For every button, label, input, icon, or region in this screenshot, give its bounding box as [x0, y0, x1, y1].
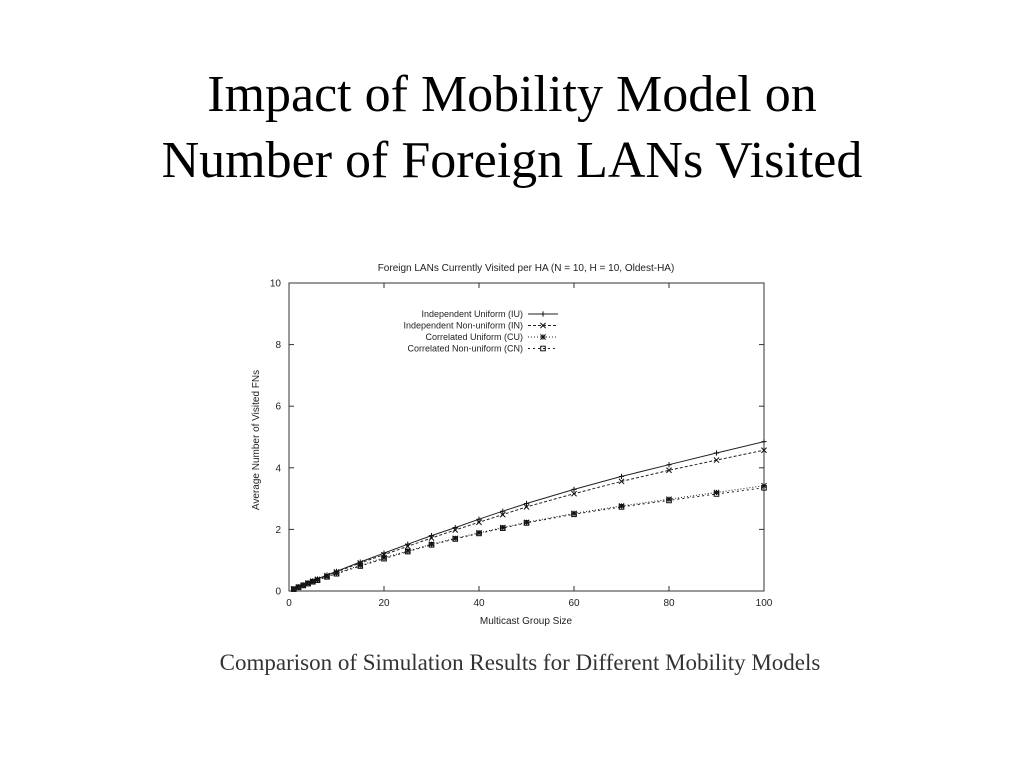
data-point	[571, 511, 577, 518]
data-point	[499, 511, 506, 518]
chart-series	[290, 439, 767, 593]
data-point	[713, 450, 720, 456]
data-point	[500, 508, 506, 514]
data-point	[428, 532, 435, 539]
legend-label: Correlated Non-uniform (CN)	[407, 344, 523, 354]
data-point	[666, 497, 672, 504]
legend-marker	[540, 322, 546, 329]
slide-title-line-1: Impact of Mobility Model on	[207, 66, 817, 123]
legend-item: Correlated Uniform (CU)	[425, 332, 558, 342]
data-point	[452, 536, 459, 542]
data-point	[618, 473, 625, 480]
data-point	[666, 467, 672, 474]
slide-title: Impact of Mobility Model on Number of Fo…	[0, 62, 1024, 194]
data-point	[713, 457, 720, 464]
x-tick-label: 80	[663, 598, 675, 609]
y-tick-label: 2	[275, 525, 281, 536]
data-point	[499, 525, 506, 531]
plot-frame	[288, 282, 765, 592]
data-point	[452, 524, 458, 531]
data-point	[761, 485, 767, 491]
series-line	[293, 485, 765, 590]
x-tick-label: 40	[473, 598, 485, 609]
legend-label: Independent Uniform (IU)	[421, 309, 523, 319]
data-point	[428, 542, 435, 548]
data-point	[452, 527, 459, 533]
chart-svg: Foreign LANs Currently Visited per HA (N…	[251, 263, 773, 627]
legend-label: Correlated Uniform (CU)	[425, 332, 523, 342]
data-point	[523, 503, 530, 510]
chart-axes: 0 20 40 60 80 100 0 2 4 6 8 10	[270, 279, 773, 610]
data-point	[618, 504, 625, 510]
data-point	[476, 516, 482, 522]
y-tick-label: 0	[275, 587, 281, 598]
y-tick-label: 10	[270, 279, 282, 290]
data-point	[618, 478, 625, 485]
data-point	[290, 586, 297, 593]
y-tick-label: 8	[275, 340, 281, 351]
x-axis-label: Multicast Group Size	[480, 616, 573, 627]
x-tick-label: 60	[568, 598, 580, 609]
figure-caption: Comparison of Simulation Results for Dif…	[219, 650, 821, 675]
data-point	[314, 577, 321, 584]
legend-item: Independent Uniform (IU)	[421, 309, 558, 319]
chart-legend: Independent Uniform (IU) Independent Non-…	[403, 309, 558, 354]
data-point	[523, 520, 530, 526]
x-tick-label: 100	[756, 598, 773, 609]
series-3	[290, 482, 767, 593]
data-point	[404, 548, 411, 555]
series-line	[293, 441, 765, 590]
data-point	[666, 462, 672, 468]
legend-marker	[540, 345, 546, 352]
data-point	[476, 519, 482, 526]
series-line	[293, 487, 765, 590]
legend-marker	[540, 311, 546, 317]
data-point	[333, 570, 340, 577]
data-point	[571, 490, 577, 497]
data-point	[428, 535, 435, 541]
data-point	[404, 543, 411, 550]
slide-title-line-2: Number of Foreign LANs Visited	[161, 132, 863, 189]
data-point	[761, 439, 767, 445]
series-4	[290, 485, 767, 592]
legend-item: Correlated Non-uniform (CN)	[407, 344, 558, 354]
data-point	[571, 486, 577, 492]
data-point	[357, 563, 364, 569]
y-axis-label: Average Number of Visited FNs	[251, 370, 262, 510]
series-line	[293, 449, 765, 590]
x-tick-label: 0	[286, 598, 292, 609]
y-tick-label: 6	[275, 402, 281, 413]
data-point	[381, 555, 387, 562]
data-point	[761, 447, 767, 454]
legend-label: Independent Non-uniform (IN)	[403, 321, 523, 331]
chart: Foreign LANs Currently Visited per HA (N…	[240, 252, 780, 632]
chart-title: Foreign LANs Currently Visited per HA (N…	[378, 263, 675, 274]
data-point	[666, 496, 672, 503]
data-point	[476, 530, 482, 537]
x-tick-label: 20	[378, 598, 390, 609]
y-tick-label: 4	[275, 463, 281, 474]
legend-marker	[540, 334, 546, 340]
data-point	[713, 491, 720, 497]
data-point	[523, 500, 530, 507]
legend-item: Independent Non-uniform (IN)	[403, 321, 558, 331]
data-point	[324, 574, 330, 580]
